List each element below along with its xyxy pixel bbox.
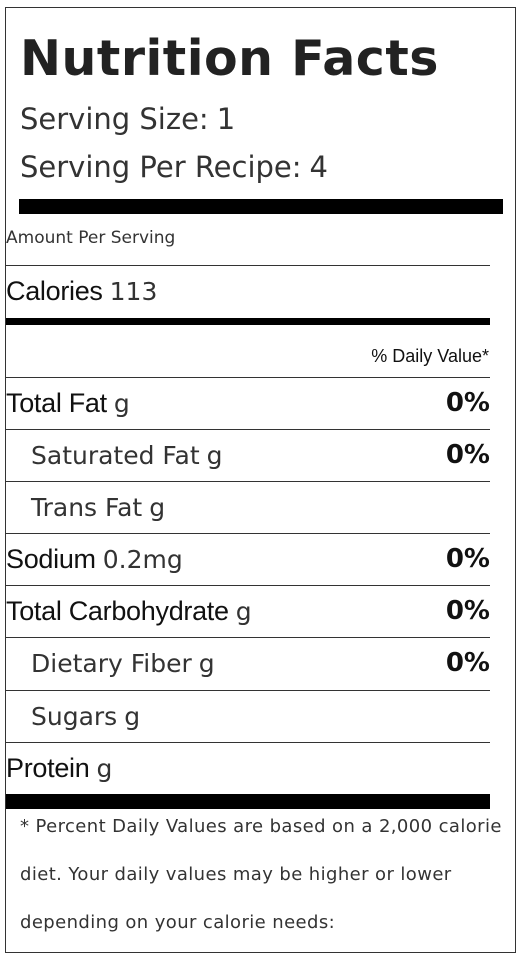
thick-divider-bottom: [6, 794, 490, 809]
nutrient-row-trans-fat: Trans Fat g: [6, 482, 490, 532]
nutrient-amount: g: [124, 701, 141, 731]
divider: [6, 637, 490, 638]
nutrient-percent: 0%: [445, 596, 490, 626]
nutrient-amount: g: [206, 440, 223, 470]
nutrient-amount: g: [198, 648, 215, 678]
divider: [6, 429, 490, 430]
nutrition-facts-label: Nutrition Facts Serving Size: 1 Serving P…: [5, 7, 516, 953]
nutrient-row-sugars: Sugars g: [6, 691, 490, 741]
nutrient-name: Trans Fat: [31, 492, 143, 522]
nutrient-amount: g: [96, 753, 113, 783]
nutrient-row-saturated-fat: Saturated Fat g 0%: [6, 430, 490, 480]
serving-size: Serving Size: 1: [20, 105, 235, 134]
divider: [6, 265, 490, 266]
nutrient-name: Total Fat: [6, 387, 107, 418]
nutrient-amount: g: [235, 596, 252, 626]
nutrient-row-protein: Protein g: [6, 743, 490, 793]
nutrient-row-total-fat: Total Fat g 0%: [6, 378, 490, 428]
nutrient-percent: 0%: [445, 388, 490, 418]
daily-value-footnote: * Percent Daily Values are based on a 2,…: [20, 816, 502, 933]
nutrient-percent: 0%: [445, 544, 490, 574]
serving-size-label: Serving Size:: [20, 102, 209, 136]
divider: [6, 533, 490, 534]
divider: [6, 585, 490, 586]
daily-value-header: % Daily Value*: [371, 346, 489, 366]
serving-size-value: 1: [216, 102, 236, 136]
nutrient-name: Protein: [6, 752, 90, 783]
amount-per-serving: Amount Per Serving: [6, 228, 176, 248]
divider: [6, 742, 490, 743]
nutrient-name: Dietary Fiber: [31, 648, 192, 678]
nutrient-row-total-carbohydrate: Total Carbohydrate g 0%: [6, 586, 490, 636]
nutrient-row-sodium: Sodium 0.2mg 0%: [6, 534, 490, 584]
nutrient-row-dietary-fiber: Dietary Fiber g 0%: [6, 638, 490, 688]
thick-divider-top: [19, 199, 503, 214]
servings-per-recipe-label: Serving Per Recipe:: [20, 150, 302, 184]
calories-value: 113: [109, 276, 158, 306]
servings-per-recipe: Serving Per Recipe: 4: [20, 153, 328, 182]
calories-row: Calories 113: [6, 266, 490, 316]
nutrient-percent: 0%: [445, 440, 490, 470]
servings-per-recipe-value: 4: [309, 150, 328, 184]
nutrient-percent: 0%: [445, 648, 490, 678]
divider: [6, 481, 490, 482]
nutrient-amount: g: [149, 492, 166, 522]
calories-label: Calories: [6, 275, 103, 306]
label-title: Nutrition Facts: [20, 30, 439, 87]
nutrient-name: Sodium: [6, 543, 96, 574]
nutrient-amount: 0.2mg: [102, 544, 183, 574]
nutrient-name: Sugars: [31, 701, 118, 731]
divider: [6, 690, 490, 691]
divider: [6, 377, 490, 378]
thick-divider-calories: [6, 318, 490, 325]
nutrient-amount: g: [113, 388, 130, 418]
nutrient-name: Saturated Fat: [31, 440, 200, 470]
nutrient-name: Total Carbohydrate: [6, 595, 229, 626]
